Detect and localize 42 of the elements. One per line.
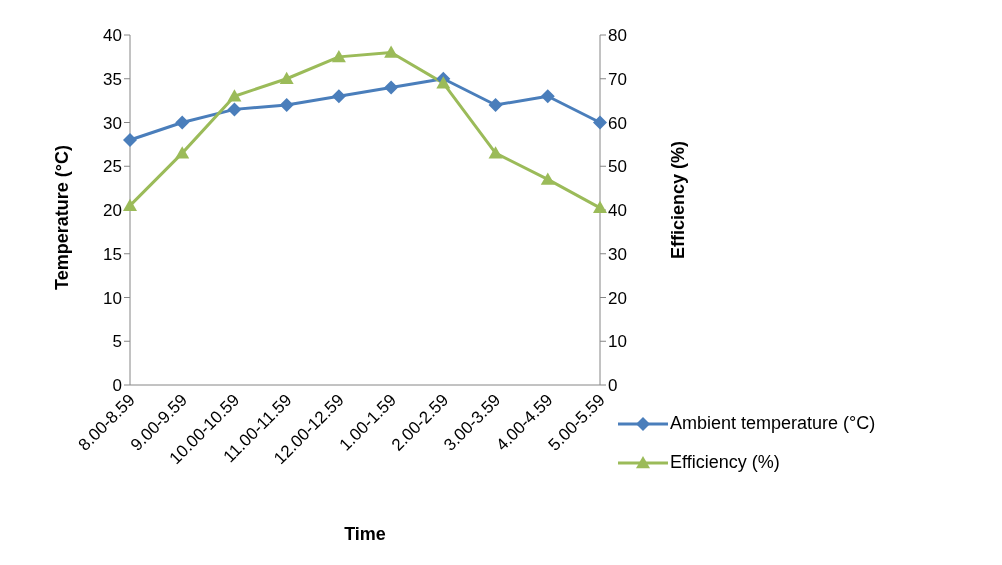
y2-tick-label: 40 <box>608 201 627 221</box>
x-axis-title: Time <box>344 524 386 544</box>
y-axis-title: Temperature (°C) <box>52 145 73 290</box>
point <box>488 146 503 159</box>
y-tick-label: 25 <box>103 157 122 177</box>
point <box>279 71 294 84</box>
point <box>123 133 137 147</box>
point <box>488 98 503 112</box>
y2-tick-label: 30 <box>608 244 627 264</box>
point <box>175 146 190 159</box>
y-tick-label: 10 <box>103 288 122 308</box>
y2-tick-label: 70 <box>608 69 627 89</box>
y2-tick-label: 60 <box>608 113 627 133</box>
y2-tick-label: 80 <box>608 26 627 46</box>
y2-tick-label: 0 <box>608 376 618 396</box>
point <box>331 89 346 104</box>
point <box>593 115 607 130</box>
y2-tick-label: 10 <box>608 332 627 352</box>
y-tick-label: 15 <box>103 244 122 264</box>
point <box>227 89 242 102</box>
y-tick-label: 30 <box>103 113 122 133</box>
y2-axis-title: Efficiency (%) <box>668 140 689 260</box>
point <box>384 80 399 95</box>
y2-tick-label: 20 <box>608 288 627 308</box>
y2-tick-label: 50 <box>608 157 627 177</box>
y-tick-label: 5 <box>112 332 122 352</box>
point <box>123 198 137 211</box>
point <box>384 45 399 58</box>
y-tick-label: 35 <box>103 69 122 89</box>
y-tick-label: 20 <box>103 201 122 221</box>
point <box>540 172 555 185</box>
y-tick-label: 40 <box>103 26 122 46</box>
point <box>227 102 242 117</box>
point <box>593 200 607 214</box>
point <box>279 98 294 112</box>
point <box>540 89 555 104</box>
point <box>436 76 451 89</box>
legend-label: Efficiency (%) <box>670 452 780 473</box>
point <box>331 49 346 63</box>
y-tick-label: 0 <box>112 376 122 396</box>
legend-label: Ambient temperature (°C) <box>670 413 876 434</box>
point <box>175 115 190 130</box>
